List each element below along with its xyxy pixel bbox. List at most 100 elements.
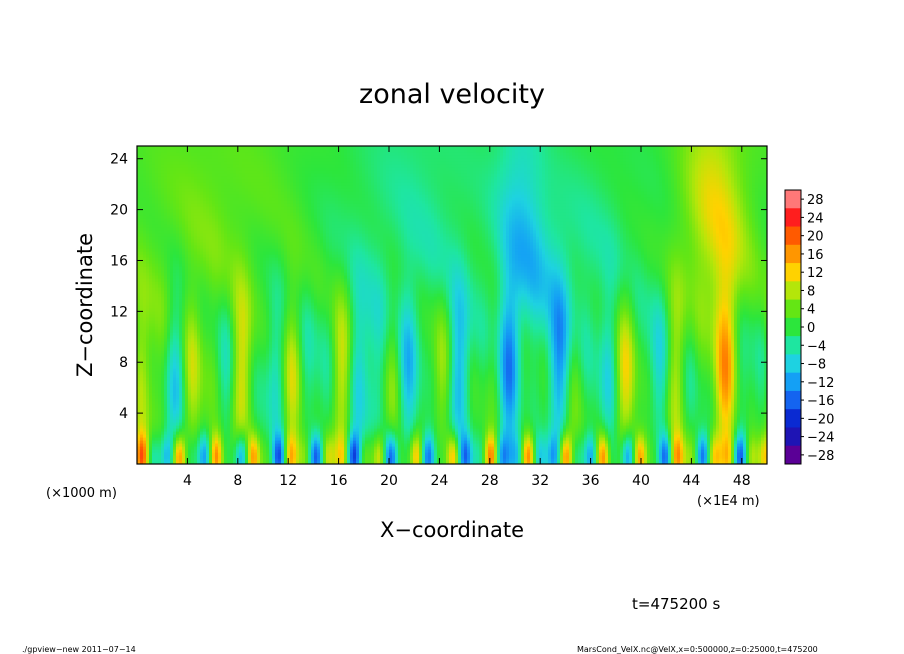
heatmap-cell <box>149 230 153 234</box>
heatmap-cell <box>140 215 144 219</box>
heatmap-cell <box>236 422 240 426</box>
heatmap-cell <box>176 284 180 288</box>
heatmap-cell <box>215 209 219 213</box>
heatmap-cell <box>215 458 219 462</box>
heatmap-cell <box>215 329 219 333</box>
heatmap-cell <box>182 338 186 342</box>
heatmap-cell <box>170 218 174 222</box>
heatmap-cell <box>197 419 201 423</box>
heatmap-cell <box>218 461 222 464</box>
heatmap-cell <box>227 380 231 384</box>
heatmap-cell <box>137 155 141 159</box>
heatmap-cell <box>140 233 144 237</box>
heatmap-cell <box>161 155 165 159</box>
heatmap-cell <box>209 338 213 342</box>
heatmap-cell <box>224 200 228 204</box>
heatmap-cell <box>212 395 216 399</box>
heatmap-cell <box>176 422 180 426</box>
heatmap-cell <box>191 323 195 327</box>
heatmap-cell <box>206 386 210 390</box>
heatmap-cell <box>212 278 216 282</box>
heatmap-cell <box>206 416 210 420</box>
heatmap-cell <box>164 275 168 279</box>
heatmap-cell <box>140 371 144 375</box>
heatmap-cell <box>149 212 153 216</box>
heatmap-cell <box>212 239 216 243</box>
heatmap-cell <box>215 338 219 342</box>
heatmap-cell <box>164 146 168 150</box>
heatmap-cell <box>182 344 186 348</box>
heatmap-cell <box>182 290 186 294</box>
heatmap-cell <box>194 227 198 231</box>
heatmap-cell <box>194 398 198 402</box>
heatmap-cell <box>233 344 237 348</box>
heatmap-cell <box>149 263 153 267</box>
heatmap-cell <box>200 428 204 432</box>
heatmap-cell <box>224 191 228 195</box>
heatmap-cell <box>221 215 225 219</box>
heatmap-cell <box>239 398 243 402</box>
heatmap-cell <box>215 194 219 198</box>
heatmap-cell <box>209 248 213 252</box>
heatmap-cell <box>176 320 180 324</box>
heatmap-cell <box>236 404 240 408</box>
heatmap-cell <box>161 194 165 198</box>
heatmap-cell <box>185 266 189 270</box>
heatmap-cell <box>227 164 231 168</box>
heatmap-cell <box>176 356 180 360</box>
heatmap-cell <box>224 227 228 231</box>
heatmap-cell <box>158 440 162 444</box>
heatmap-cell <box>158 233 162 237</box>
heatmap-cell <box>152 425 156 429</box>
heatmap-cell <box>140 284 144 288</box>
heatmap-cell <box>167 434 171 438</box>
heatmap-cell <box>146 401 150 405</box>
heatmap-cell <box>236 233 240 237</box>
heatmap-cell <box>161 281 165 285</box>
heatmap-cell <box>167 305 171 309</box>
heatmap-cell <box>146 305 150 309</box>
heatmap-cell <box>206 440 210 444</box>
heatmap-cell <box>182 266 186 270</box>
heatmap-cell <box>224 155 228 159</box>
heatmap-cell <box>164 449 168 453</box>
heatmap-cell <box>212 266 216 270</box>
heatmap-cell <box>170 449 174 453</box>
heatmap-cell <box>224 377 228 381</box>
heatmap-cell <box>185 320 189 324</box>
heatmap-cell <box>221 164 225 168</box>
heatmap-cell <box>143 260 147 264</box>
heatmap-cell <box>224 335 228 339</box>
heatmap-cell <box>230 356 234 360</box>
heatmap-cell <box>158 179 162 183</box>
heatmap-cell <box>215 392 219 396</box>
heatmap-cell <box>197 161 201 165</box>
heatmap-cell <box>215 191 219 195</box>
heatmap-cell <box>206 353 210 357</box>
heatmap-cell <box>155 155 159 159</box>
heatmap-cell <box>137 371 141 375</box>
heatmap-cell <box>155 431 159 435</box>
heatmap-cell <box>185 461 189 464</box>
heatmap-cell <box>221 287 225 291</box>
heatmap-cell <box>194 389 198 393</box>
heatmap-cell <box>218 182 222 186</box>
heatmap-cell <box>161 158 165 162</box>
heatmap-cell <box>212 149 216 153</box>
heatmap-cell <box>173 341 177 345</box>
heatmap-cell <box>149 158 153 162</box>
heatmap-cell <box>224 368 228 372</box>
heatmap-cell <box>140 203 144 207</box>
heatmap-cell <box>179 146 183 150</box>
heatmap-cell <box>194 254 198 258</box>
heatmap-cell <box>188 455 192 459</box>
heatmap-cell <box>209 155 213 159</box>
heatmap-cell <box>197 194 201 198</box>
heatmap-cell <box>146 218 150 222</box>
heatmap-cell <box>233 212 237 216</box>
heatmap-cell <box>167 269 171 273</box>
heatmap-cell <box>167 449 171 453</box>
heatmap-cell <box>173 182 177 186</box>
heatmap-cell <box>179 179 183 183</box>
heatmap-cell <box>161 353 165 357</box>
